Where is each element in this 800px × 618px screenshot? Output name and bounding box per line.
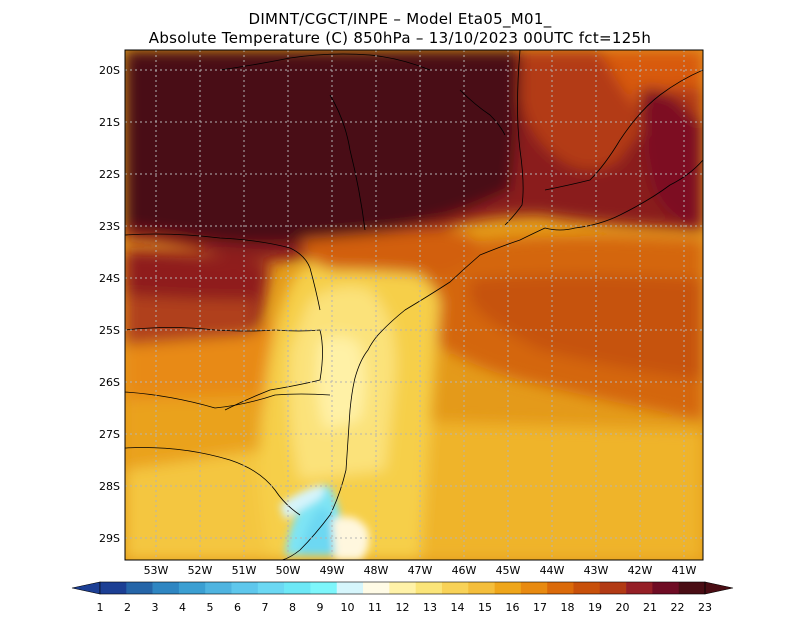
- colorbar-label: 1: [97, 601, 104, 614]
- colorbar-swatch: [336, 582, 364, 594]
- lat-label: 24S: [99, 272, 120, 285]
- lat-label: 28S: [99, 480, 120, 493]
- temperature-field: [125, 50, 703, 560]
- longitude-axis: 53W 52W 51W 50W 49W 48W 47W 46W 45W 44W …: [144, 564, 697, 577]
- lon-label: 44W: [540, 564, 565, 577]
- colorbar-swatch: [494, 582, 522, 594]
- colorbar-swatch: [652, 582, 679, 594]
- lon-label: 52W: [188, 564, 213, 577]
- colorbar-label: 17: [533, 601, 547, 614]
- colorbar-label: 5: [207, 601, 214, 614]
- colorbar-label: 9: [317, 601, 324, 614]
- colorbar-swatch: [468, 582, 495, 594]
- chart-title-line-2: Absolute Temperature (C) 850hPa – 13/10/…: [148, 29, 652, 47]
- colorbar-swatch: [599, 582, 627, 594]
- lon-label: 42W: [628, 564, 653, 577]
- lon-label: 51W: [232, 564, 257, 577]
- coastline-and-borders: [125, 50, 703, 560]
- colorbar-label: 22: [671, 601, 685, 614]
- colorbar-swatch: [284, 582, 311, 594]
- colorbar-label: 7: [262, 601, 269, 614]
- colorbar-label: 13: [423, 601, 437, 614]
- colorbar-swatch: [257, 582, 285, 594]
- lon-label: 50W: [276, 564, 301, 577]
- colorbar-label: 15: [478, 601, 492, 614]
- colorbar-label: 8: [289, 601, 296, 614]
- lon-label: 48W: [364, 564, 389, 577]
- colorbar-label: 12: [396, 601, 410, 614]
- colorbar-swatch: [231, 582, 259, 594]
- lat-label: 22S: [99, 168, 120, 181]
- colorbar-swatch: [520, 582, 548, 594]
- lat-label: 26S: [99, 376, 120, 389]
- colorbar-label: 23: [698, 601, 712, 614]
- chart-title-line-1: DIMNT/CGCT/INPE – Model Eta05_M01_: [248, 10, 552, 28]
- colorbar-swatch: [678, 582, 706, 594]
- colorbar-label: 6: [234, 601, 241, 614]
- colorbar-left-arrow: [71, 581, 101, 595]
- colorbar-swatch: [152, 582, 180, 594]
- colorbar: 1 2 3 4 5 6 7 8 9 10 11 12 13 14 15 16 17 18 19 20 21 22 23: [71, 581, 734, 614]
- colorbar-swatch: [415, 582, 443, 594]
- colorbar-swatch: [573, 582, 601, 594]
- colorbar-swatch: [389, 582, 416, 594]
- colorbar-swatch: [310, 582, 338, 594]
- plot-frame: [124, 49, 704, 561]
- colorbar-swatch: [626, 582, 653, 594]
- latitude-axis: 20S 21S 22S 23S 24S 25S 26S 27S 28S 29S: [99, 64, 120, 545]
- lon-label: 46W: [452, 564, 477, 577]
- colorbar-label: 4: [179, 601, 186, 614]
- colorbar-label: 16: [506, 601, 520, 614]
- colorbar-right-arrow: [704, 581, 734, 595]
- colorbar-label: 3: [152, 601, 159, 614]
- colorbar-swatch: [100, 582, 127, 594]
- colorbar-label: 19: [588, 601, 602, 614]
- colorbar-label: 2: [124, 601, 131, 614]
- lat-label: 29S: [99, 532, 120, 545]
- lat-label: 27S: [99, 428, 120, 441]
- lon-label: 53W: [144, 564, 169, 577]
- colorbar-swatch: [441, 582, 469, 594]
- lat-label: 21S: [99, 116, 120, 129]
- gridlines: [125, 50, 703, 560]
- colorbar-frame: [99, 581, 706, 595]
- colorbar-label: 14: [451, 601, 465, 614]
- colorbar-swatch: [363, 582, 390, 594]
- lon-label: 41W: [672, 564, 697, 577]
- lon-label: 49W: [320, 564, 345, 577]
- colorbar-swatch: [547, 582, 574, 594]
- colorbar-label: 10: [341, 601, 355, 614]
- lon-label: 47W: [408, 564, 433, 577]
- lat-label: 25S: [99, 324, 120, 337]
- colorbar-swatch: [178, 582, 206, 594]
- lon-label: 43W: [584, 564, 609, 577]
- lat-label: 23S: [99, 220, 120, 233]
- colorbar-swatch: [205, 582, 232, 594]
- lon-label: 45W: [496, 564, 521, 577]
- colorbar-label: 18: [561, 601, 575, 614]
- colorbar-label: 11: [368, 601, 382, 614]
- colorbar-label: 21: [643, 601, 657, 614]
- colorbar-swatch: [126, 582, 153, 594]
- colorbar-label: 20: [616, 601, 630, 614]
- lat-label: 20S: [99, 64, 120, 77]
